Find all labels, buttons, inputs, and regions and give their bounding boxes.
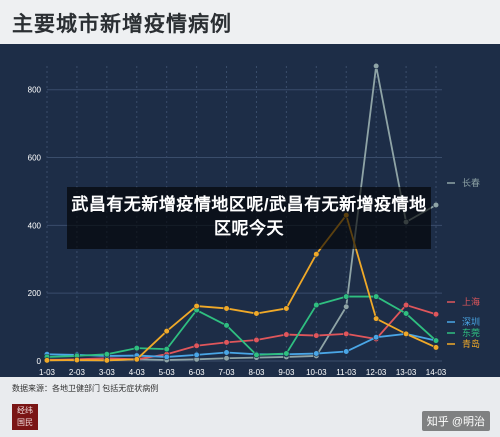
- data-point-青岛: [253, 310, 260, 317]
- legend-label-长春: 长春: [462, 177, 480, 188]
- x-tick-label: 4-03: [129, 368, 146, 377]
- data-point-青岛: [373, 315, 380, 322]
- data-point-上海: [283, 331, 290, 338]
- y-tick-label: 0: [37, 357, 42, 366]
- headline-text: 武昌有无新增疫情地区呢/武昌有无新增疫情地区呢今天: [71, 195, 427, 238]
- data-point-青岛: [73, 356, 81, 364]
- x-tick-label: 10-03: [306, 368, 327, 377]
- data-point-青岛: [193, 302, 200, 310]
- x-tick-label: 9-03: [278, 368, 295, 377]
- x-tick-label: 12-03: [366, 368, 387, 377]
- footer: 数据来源：各地卫健部门 包括无症状病例 经纬 国民 知乎 @明治: [0, 377, 500, 437]
- y-tick-label: 600: [28, 154, 42, 163]
- data-point-东莞: [253, 351, 260, 358]
- data-point-东莞: [133, 345, 140, 352]
- data-point-青岛: [402, 330, 410, 337]
- series-line-青岛: [46, 214, 437, 362]
- data-point-上海: [223, 339, 230, 346]
- watermark: 知乎 @明治: [421, 411, 490, 431]
- data-point-东莞: [432, 337, 440, 344]
- data-point-深圳: [373, 334, 380, 341]
- data-point-上海: [432, 311, 440, 318]
- data-point-青岛: [163, 328, 170, 335]
- data-point-深圳: [223, 349, 230, 356]
- x-tick-label: 8-03: [248, 368, 265, 377]
- data-point-青岛: [133, 356, 140, 363]
- data-point-上海: [402, 301, 410, 309]
- data-point-青岛: [43, 357, 51, 364]
- data-point-深圳: [193, 351, 200, 358]
- data-point-东莞: [223, 322, 230, 329]
- series-line-东莞: [46, 295, 437, 358]
- y-tick-label: 800: [28, 86, 42, 95]
- data-point-青岛: [313, 251, 320, 258]
- data-point-青岛: [103, 357, 110, 364]
- data-point-青岛: [283, 305, 290, 312]
- data-point-东莞: [343, 293, 350, 300]
- legend-label-东莞: 东莞: [462, 327, 480, 338]
- data-point-东莞: [373, 293, 380, 300]
- data-point-东莞: [163, 346, 170, 353]
- x-tick-label: 11-03: [336, 368, 356, 377]
- data-point-深圳: [313, 350, 320, 357]
- legend-label-上海: 上海: [462, 296, 480, 307]
- data-point-东莞: [103, 351, 110, 358]
- data-point-深圳: [343, 348, 350, 355]
- data-point-长春: [373, 62, 380, 70]
- headline-overlay: 武昌有无新增疫情地区呢/武昌有无新增疫情地区呢今天: [67, 187, 431, 249]
- legend-label-青岛: 青岛: [462, 338, 480, 349]
- data-point-青岛: [432, 344, 440, 351]
- series-line-深圳: [46, 332, 437, 358]
- data-point-深圳: [163, 353, 170, 361]
- header: 主要城市新增疫情病例: [0, 0, 500, 44]
- x-tick-label: 3-03: [99, 368, 116, 377]
- x-tick-label: 14-03: [426, 368, 447, 377]
- data-point-长春: [432, 201, 440, 209]
- line-chart: 0 200 400 600 800 1-03 2-03 3-03 4-03 5-03 6-03 7-0…: [28, 62, 480, 377]
- x-tick-label: 7-03: [219, 368, 236, 377]
- data-point-东莞: [313, 301, 320, 309]
- data-point-上海: [193, 342, 200, 349]
- x-tick-label: 13-03: [396, 368, 417, 377]
- legend-label-深圳: 深圳: [462, 317, 480, 327]
- data-source: 数据来源：各地卫健部门 包括无症状病例: [12, 384, 159, 393]
- data-point-长春: [223, 355, 230, 362]
- publisher-logo: 经纬 国民: [12, 404, 38, 430]
- data-point-上海: [253, 336, 260, 344]
- data-point-上海: [313, 332, 320, 339]
- x-tick-label: 1-03: [39, 368, 56, 377]
- data-point-长春: [343, 303, 350, 310]
- data-point-青岛: [223, 305, 230, 312]
- data-point-东莞: [402, 310, 410, 317]
- y-tick-label: 200: [28, 289, 42, 298]
- y-tick-label: 400: [28, 221, 42, 230]
- data-point-东莞: [283, 350, 290, 357]
- data-point-上海: [343, 330, 350, 337]
- chart-title: 主要城市新增疫情病例: [12, 13, 232, 36]
- x-tick-label: 6-03: [189, 368, 206, 377]
- x-tick-label: 5-03: [159, 368, 176, 377]
- x-tick-label: 2-03: [69, 368, 86, 377]
